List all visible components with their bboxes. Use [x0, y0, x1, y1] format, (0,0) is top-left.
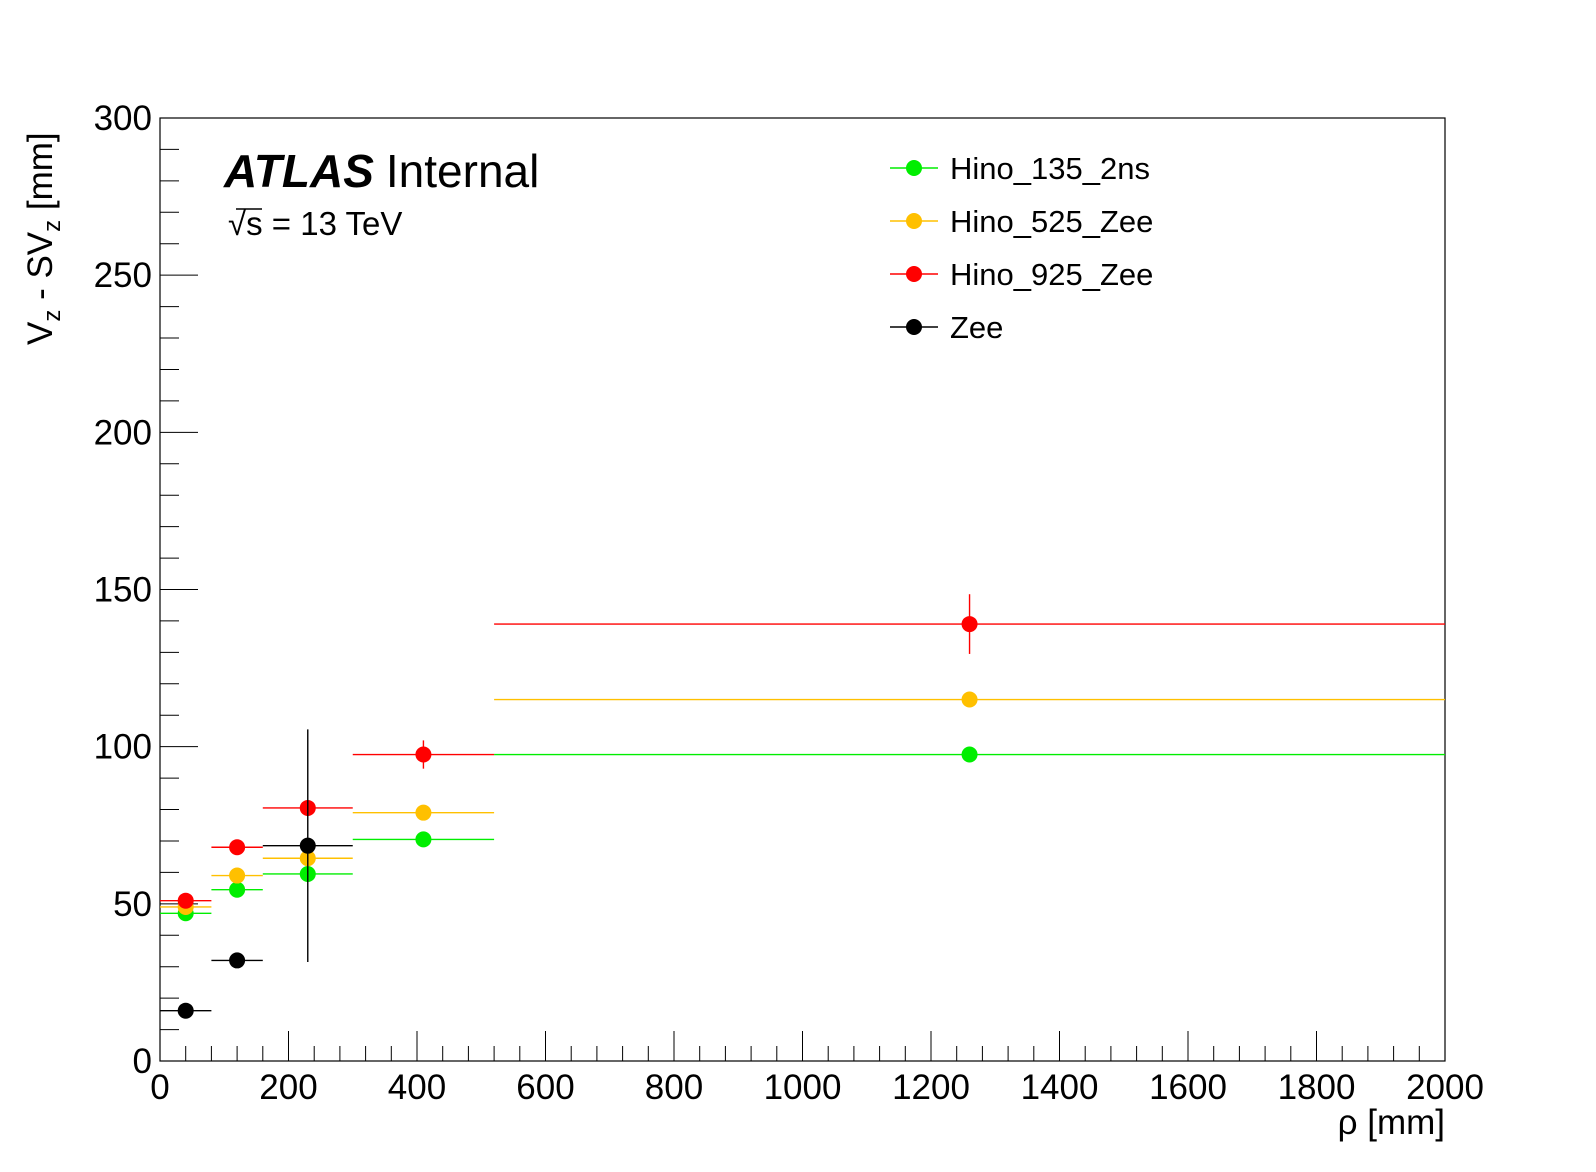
data-point [415, 804, 432, 821]
x-tick-label: 1400 [1021, 1068, 1099, 1107]
x-tick-label: 0 [150, 1068, 169, 1107]
x-axis-title: ρ [mm] [1338, 1103, 1445, 1142]
series-Hino_925_Zee [160, 594, 1445, 909]
x-tick-label: 800 [645, 1068, 703, 1107]
y-tick-labels: 0 50 100 150 200 250 300 [94, 99, 152, 1081]
data-point [961, 691, 978, 708]
atlas-status: Internal [386, 145, 539, 197]
sqrt-s: √s [228, 205, 263, 242]
x-tick-label: 2000 [1406, 1068, 1484, 1107]
axis-ticks [159, 117, 1446, 1062]
y-tick-label: 0 [133, 1042, 152, 1081]
y-title-v: V [21, 321, 60, 345]
series-Zee [160, 729, 353, 1019]
y-title-unit: [mm] [21, 132, 60, 219]
energy-label: √s = 13 TeV [228, 205, 402, 242]
data-point [229, 839, 246, 856]
legend-label: Hino_925_Zee [950, 257, 1153, 292]
y-tick-label: 100 [94, 728, 152, 767]
x-tick-label: 600 [516, 1068, 574, 1107]
data-point [961, 616, 978, 633]
series-Hino_135_2ns [160, 746, 1445, 922]
y-tick-label: 200 [94, 413, 152, 452]
legend-label: Hino_525_Zee [950, 204, 1153, 239]
x-tick-label: 400 [388, 1068, 446, 1107]
y-tick-label: 150 [94, 571, 152, 610]
legend-entry: Zee [890, 310, 1003, 345]
data-point [229, 867, 246, 884]
y-title-sub1: z [39, 310, 66, 322]
x-tick-label: 1200 [892, 1068, 970, 1107]
legend-entry: Hino_135_2ns [890, 151, 1150, 186]
legend-entry: Hino_525_Zee [890, 204, 1153, 239]
x-tick-label: 1600 [1149, 1068, 1227, 1107]
legend-label: Hino_135_2ns [950, 151, 1150, 186]
legend-label: Zee [950, 310, 1003, 345]
y-axis-title: Vz - SVz [mm] [21, 132, 66, 345]
legend-marker [906, 160, 922, 176]
legend: Hino_135_2ns Hino_525_Zee Hino_925_Zee Zee [890, 151, 1153, 345]
atlas-label: ATLAS Internal [223, 145, 539, 197]
x-tick-label: 1000 [764, 1068, 842, 1107]
x-tick-labels: 0 200 400 600 800 1000 1200 1400 1600 1800 2000 [150, 1068, 1484, 1107]
x-tick-label: 1800 [1278, 1068, 1356, 1107]
data-point [177, 892, 194, 909]
legend-marker [906, 319, 922, 335]
energy-value: = 13 TeV [263, 205, 403, 242]
data-point [415, 831, 432, 848]
plot-frame [159, 117, 1446, 1062]
data-point [229, 881, 246, 898]
data-point [299, 837, 316, 854]
data-point [229, 952, 246, 969]
atlas-text: ATLAS [223, 145, 374, 197]
x-tick-label: 200 [259, 1068, 317, 1107]
series-Hino_525_Zee [160, 691, 1445, 915]
legend-marker [906, 266, 922, 282]
y-title-sub2: z [39, 220, 66, 232]
data-series [160, 594, 1445, 1019]
legend-marker [906, 213, 922, 229]
legend-entry: Hino_925_Zee [890, 257, 1153, 292]
y-tick-label: 250 [94, 256, 152, 295]
y-tick-label: 300 [94, 99, 152, 138]
y-tick-label: 50 [113, 885, 152, 924]
data-point [415, 746, 432, 763]
y-title-mid: - SV [21, 231, 60, 309]
data-point [177, 1002, 194, 1019]
data-point [961, 746, 978, 763]
